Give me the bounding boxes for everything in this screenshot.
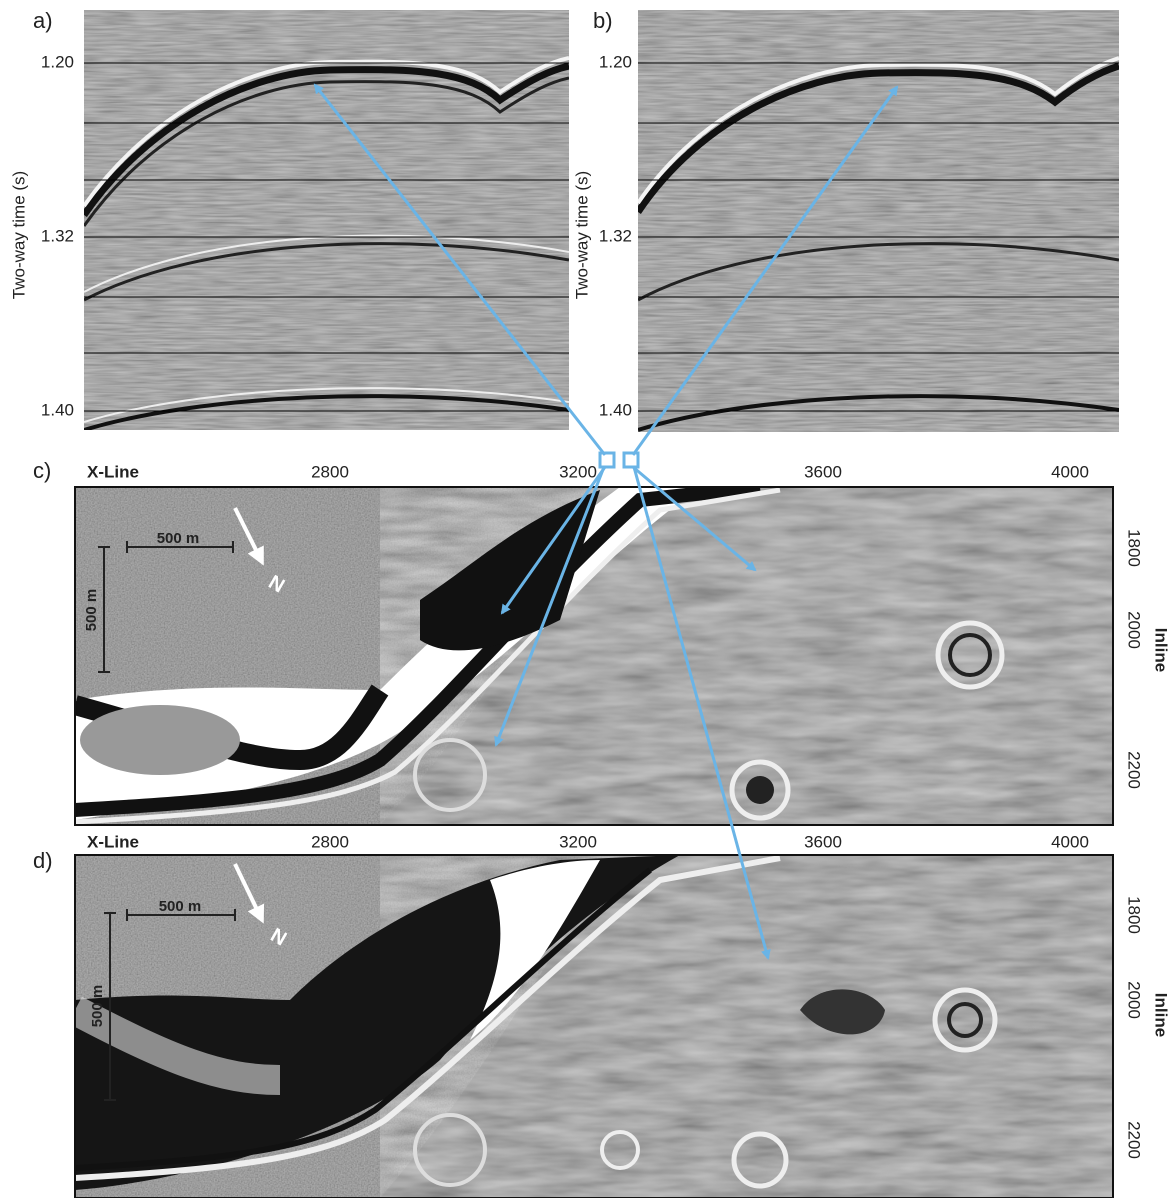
frame: [74, 486, 1114, 826]
y-tick-label: 1.32: [41, 226, 74, 245]
y-tick-label: 2000: [1125, 981, 1144, 1019]
scale-label: 500 m: [157, 530, 200, 547]
scale-label: 500 m: [89, 985, 106, 1028]
y-tick-label: 1.40: [599, 400, 632, 419]
scale-label: 500 m: [83, 589, 100, 632]
x-tick-label: 3200: [559, 832, 597, 851]
horizon-slice-c: [75, 487, 1113, 825]
y-axis-title: Inline: [1152, 628, 1171, 672]
x-tick-label: 4000: [1051, 462, 1089, 481]
panel-label: d): [33, 848, 53, 873]
y-axis-title: Inline: [1152, 993, 1171, 1037]
panel-label: c): [33, 458, 51, 483]
y-tick-label: 2000: [1125, 611, 1144, 649]
x-tick-label: 4000: [1051, 832, 1089, 851]
panel-label: a): [33, 8, 53, 33]
x-axis-title: X-Line: [87, 462, 139, 481]
x-tick-label: 2800: [311, 462, 349, 481]
y-tick-label: 1.20: [599, 52, 632, 71]
y-axis-title: Two-way time (s): [572, 171, 591, 299]
y-tick-label: 1.20: [41, 52, 74, 71]
north-arrow: [233, 863, 265, 924]
panel-label: b): [593, 8, 613, 33]
x-tick-label: 3600: [804, 832, 842, 851]
y-tick-label: 1.40: [41, 400, 74, 419]
seismic-section-b: [638, 10, 1119, 432]
location-arrows: [313, 83, 899, 960]
y-axis-title: Two-way time (s): [9, 171, 28, 299]
y-tick-label: 1.32: [599, 226, 632, 245]
x-axis-title: X-Line: [87, 832, 139, 851]
y-tick-label: 2200: [1125, 1121, 1144, 1159]
y-tick-label: 1800: [1125, 896, 1144, 934]
seismic-section-a: [84, 10, 569, 430]
scale-label: 500 m: [159, 898, 202, 915]
x-tick-label: 3200: [559, 462, 597, 481]
north-arrow: [233, 507, 264, 566]
x-tick-label: 2800: [311, 832, 349, 851]
y-tick-label: 1800: [1125, 529, 1144, 567]
y-tick-label: 2200: [1125, 751, 1144, 789]
horizon-slice-d: [75, 855, 1113, 1198]
scale-bars: [98, 541, 236, 1101]
x-tick-label: 3600: [804, 462, 842, 481]
